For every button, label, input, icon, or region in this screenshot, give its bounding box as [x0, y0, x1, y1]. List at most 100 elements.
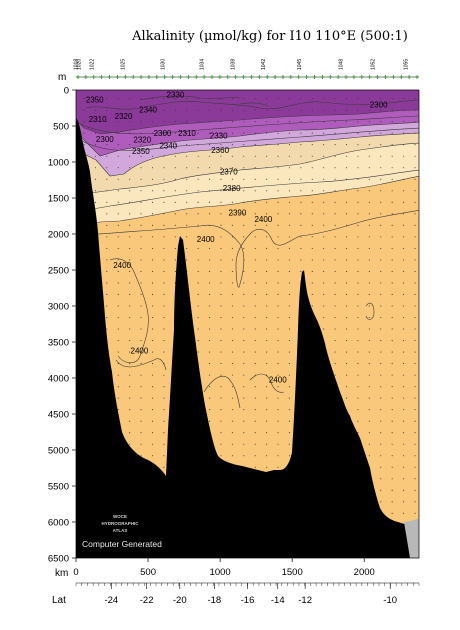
sample-dot — [174, 190, 176, 192]
sample-dot — [186, 155, 188, 157]
sample-dot — [391, 386, 393, 388]
sample-dot — [391, 351, 393, 353]
sample-dot — [414, 363, 416, 365]
sample-dot — [334, 236, 336, 238]
sample-dot — [357, 132, 359, 134]
sample-dot — [391, 190, 393, 192]
sample-dot — [186, 98, 188, 100]
sample-dot — [209, 397, 211, 399]
sample-dot — [300, 213, 302, 215]
sample-dot — [414, 305, 416, 307]
sample-dot — [106, 178, 108, 180]
sample-dot — [117, 132, 119, 134]
sample-dot — [414, 316, 416, 319]
chart-title: Alkalinity (µmol/kg) for I10 110°E (500:… — [131, 29, 408, 44]
sample-dot — [403, 167, 405, 169]
sample-dot — [403, 328, 405, 330]
sample-dot — [231, 443, 233, 445]
station-label: 1038 — [231, 59, 237, 70]
sample-dot — [83, 132, 85, 134]
sample-dot — [311, 98, 313, 100]
sample-dot — [368, 293, 370, 296]
sample-dot — [266, 247, 268, 249]
sample-dot — [254, 282, 256, 284]
sample-dot — [140, 247, 142, 249]
sample-dot — [368, 236, 370, 238]
sample-dot — [368, 316, 370, 319]
depth-tick-label: 5500 — [48, 482, 69, 493]
sample-dot — [231, 155, 233, 157]
sample-dot — [266, 98, 268, 100]
sample-dot — [277, 224, 279, 226]
sample-dot — [357, 236, 359, 238]
bathymetry-fill — [76, 118, 419, 558]
sample-dot — [403, 501, 405, 503]
depth-tick-label: 6500 — [48, 554, 69, 565]
sample-dot — [391, 340, 393, 342]
sample-dot — [357, 397, 359, 399]
sample-dot — [220, 144, 222, 146]
sample-dot — [277, 316, 279, 319]
sample-dot — [163, 351, 165, 353]
sample-dot — [254, 455, 256, 457]
sample-dot — [380, 270, 382, 272]
sample-dot — [254, 109, 256, 111]
sample-dot — [288, 420, 290, 422]
sample-dot — [277, 386, 279, 388]
sample-dot — [151, 386, 154, 388]
contour-label: 2370 — [220, 167, 238, 176]
sample-dot — [345, 316, 348, 319]
sample-dot — [129, 98, 131, 100]
sample-dot — [380, 155, 382, 157]
sample-dot — [345, 167, 348, 169]
sample-dot — [243, 155, 245, 157]
sample-dot — [380, 259, 382, 261]
sample-dot — [209, 420, 211, 422]
sample-dot — [197, 351, 199, 353]
sample-dot — [163, 178, 165, 180]
sample-dot — [231, 270, 233, 272]
sample-dot — [243, 132, 245, 134]
sample-dot — [83, 98, 85, 100]
sample-dot — [243, 167, 245, 169]
sample-dot — [334, 305, 336, 307]
sample-dot — [117, 282, 119, 284]
sample-dot — [220, 455, 222, 457]
sample-dot — [403, 132, 405, 134]
sample-dot — [140, 432, 142, 434]
sample-dot — [220, 109, 222, 111]
sample-dot — [414, 190, 416, 192]
sample-dot — [220, 155, 222, 157]
sample-dot — [414, 155, 416, 157]
contour-label: 2330 — [167, 90, 185, 99]
sample-dot — [391, 247, 393, 249]
sample-dot — [345, 224, 348, 226]
sample-dot — [163, 144, 165, 146]
sample-dot — [414, 420, 416, 422]
sample-dot — [140, 236, 142, 238]
sample-dot — [334, 328, 336, 330]
sample-dot — [380, 455, 382, 457]
sample-dot — [391, 109, 393, 111]
sample-dot — [357, 282, 359, 284]
sample-dot — [174, 213, 176, 215]
sample-dot — [357, 98, 359, 100]
sample-dot — [174, 247, 176, 249]
sample-dot — [254, 316, 256, 319]
sample-dot — [414, 259, 416, 261]
sample-dot — [277, 270, 279, 272]
sample-dot — [391, 443, 393, 445]
contour-label: 2400 — [269, 375, 287, 384]
sample-dot — [117, 98, 119, 100]
sample-dot — [311, 132, 313, 134]
sample-dot — [380, 109, 382, 111]
sample-dot — [368, 121, 370, 123]
latitude-tick-label: -12 — [298, 595, 312, 606]
sample-dot — [380, 178, 382, 180]
sample-dot — [414, 247, 416, 249]
sample-dot — [243, 374, 245, 376]
sample-dot — [277, 201, 279, 203]
sample-dot — [140, 178, 142, 180]
sample-dot — [231, 409, 233, 411]
